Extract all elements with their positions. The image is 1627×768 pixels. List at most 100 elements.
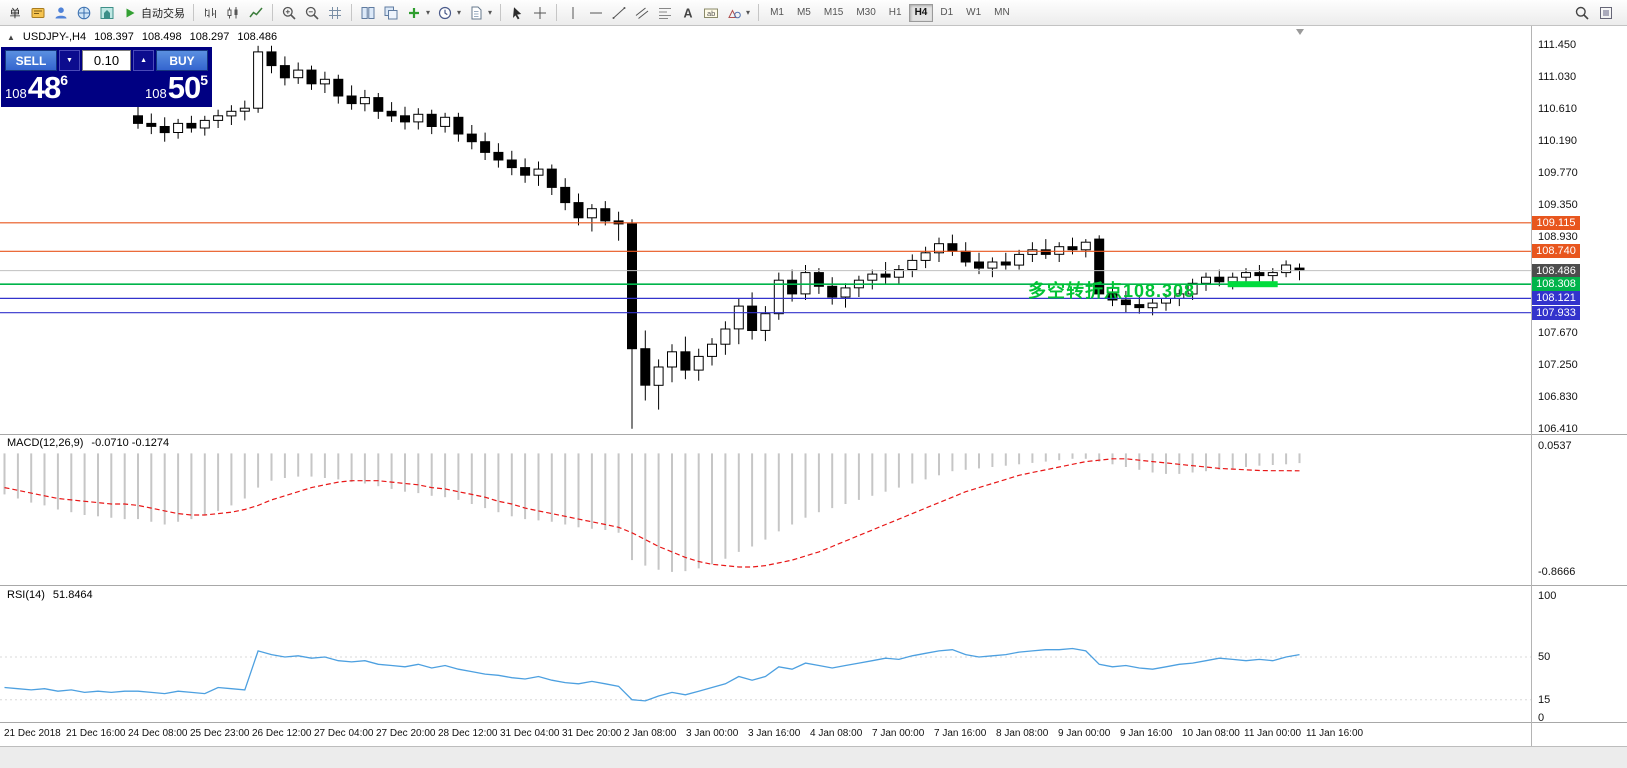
toolbar-separator <box>556 4 558 21</box>
timeframe-button-W1[interactable]: W1 <box>960 4 987 22</box>
autotrading-play-icon <box>122 5 138 21</box>
macd-pane[interactable] <box>3 453 1301 572</box>
text-label-icon: ab <box>704 8 719 18</box>
dropdown-caret-icon: ▾ <box>426 8 431 17</box>
buy-button[interactable]: BUY <box>156 50 208 71</box>
time-axis-label: 25 Dec 23:00 <box>190 728 250 739</box>
workspace-icon <box>1600 6 1612 19</box>
text-label-icon[interactable]: ab <box>700 2 722 23</box>
ask-pip-digit: 5 <box>200 72 208 88</box>
sell-button[interactable]: SELL <box>5 50 57 71</box>
text-icon[interactable]: A <box>677 2 699 23</box>
add-indicator-icon[interactable]: ▾ <box>403 2 433 23</box>
main-chart-pane[interactable] <box>0 29 1531 429</box>
line-chart-icon <box>249 7 263 17</box>
timeframe-button-M5[interactable]: M5 <box>791 4 817 22</box>
price-axis-tick: 109.350 <box>1538 199 1578 211</box>
cursor-icon[interactable] <box>506 2 528 23</box>
lot-size-input[interactable]: 0.10 <box>81 50 132 71</box>
candlestick-chart-icon[interactable] <box>222 2 244 23</box>
status-strip <box>0 746 1627 768</box>
dropdown-caret-icon: ▾ <box>457 8 462 17</box>
rsi-axis-label: 0 <box>1538 712 1545 724</box>
price-axis-tick: 106.830 <box>1538 391 1578 403</box>
cascade-windows-icon[interactable] <box>380 2 402 23</box>
horizontal-line-icon <box>590 12 603 13</box>
timeframe-button-H1[interactable]: H1 <box>883 4 908 22</box>
rsi-axis-label: 50 <box>1538 651 1551 663</box>
search-icon <box>1575 6 1589 20</box>
timeframe-button-H4[interactable]: H4 <box>908 3 934 22</box>
pane-divider[interactable] <box>0 434 1627 435</box>
dropdown-caret-icon: ▾ <box>746 8 751 17</box>
time-axis-label: 3 Jan 00:00 <box>686 728 739 739</box>
time-axis-label: 24 Dec 08:00 <box>128 728 188 739</box>
price-axis-marker: 108.486 <box>1532 264 1580 278</box>
navigator-icon <box>100 6 114 19</box>
horizontal-line-icon[interactable] <box>585 2 607 23</box>
new-order-button[interactable]: 单 <box>4 2 26 23</box>
fibonacci-icon[interactable] <box>654 2 676 23</box>
timeframe-button-M30[interactable]: M30 <box>850 4 881 22</box>
pivot-annotation[interactable]: 多空转折点108.308 <box>1028 281 1196 301</box>
line-chart-icon[interactable] <box>245 2 267 23</box>
timeframe-button-MN[interactable]: MN <box>988 4 1016 22</box>
rsi-value: 51.8464 <box>52 589 93 601</box>
zoom-out-icon[interactable] <box>301 2 323 23</box>
macd-values: -0.0710 -0.1274 <box>91 437 170 449</box>
timeframe-button-M1[interactable]: M1 <box>764 4 790 22</box>
template-icon[interactable]: ▾ <box>465 2 495 23</box>
new-order-icon[interactable] <box>27 2 49 23</box>
pane-divider[interactable] <box>0 585 1627 586</box>
crosshair-icon <box>534 6 547 19</box>
period-icon <box>438 6 452 19</box>
time-axis-label: 28 Dec 12:00 <box>438 728 498 739</box>
ask-prefix: 108 <box>145 86 167 101</box>
channel-icon[interactable] <box>631 2 653 23</box>
low-value: 108.297 <box>189 31 230 43</box>
autotrading-button[interactable]: 自动交易 <box>119 2 188 23</box>
workspace-icon[interactable] <box>1595 2 1617 23</box>
time-axis-label: 11 Jan 00:00 <box>1244 728 1302 739</box>
vertical-line-icon[interactable] <box>562 2 584 23</box>
zoom-in-icon[interactable] <box>278 2 300 23</box>
timeframe-group: M1 M5 M15 M30 H1 H4 D1 W1 MN <box>764 3 1016 22</box>
price-axis-marker: 109.115 <box>1532 216 1580 230</box>
collapse-triangle-icon[interactable]: ▲ <box>7 32 15 42</box>
toolbar-separator <box>758 4 760 21</box>
rsi-indicator-label: RSI(14) 51.8464 <box>7 589 93 601</box>
lot-dropdown-button[interactable]: ▼ <box>59 50 80 71</box>
trendline-icon[interactable] <box>608 2 630 23</box>
time-axis-label: 27 Dec 20:00 <box>376 728 436 739</box>
price-axis-marker: 108.740 <box>1532 244 1580 258</box>
search-icon[interactable] <box>1571 2 1593 23</box>
price-axis-tick: 109.770 <box>1538 167 1578 179</box>
navigator-icon[interactable] <box>96 2 118 23</box>
svg-text:A: A <box>684 6 693 20</box>
timeframe-button-D1[interactable]: D1 <box>934 4 959 22</box>
help-icon[interactable] <box>73 2 95 23</box>
time-axis-label: 11 Jan 16:00 <box>1306 728 1364 739</box>
period-icon[interactable]: ▾ <box>434 2 464 23</box>
price-axis-tick: 106.410 <box>1538 423 1578 435</box>
price-axis-tick: 108.930 <box>1538 231 1578 243</box>
shapes-icon <box>728 8 741 18</box>
channel-icon <box>635 7 649 19</box>
grid-icon[interactable] <box>324 2 346 23</box>
lot-spinner-button[interactable]: ▲ <box>133 50 154 71</box>
market-watch-icon[interactable] <box>50 2 72 23</box>
chart-ohlc-header: ▲ USDJPY-,H4 108.397 108.498 108.297 108… <box>7 31 277 43</box>
rsi-pane[interactable] <box>0 647 1531 702</box>
toolbar-separator <box>193 4 194 21</box>
highlight-segment <box>1227 281 1278 288</box>
timeframe-button-M15[interactable]: M15 <box>818 4 849 22</box>
bar-chart-icon[interactable] <box>199 2 221 23</box>
tile-windows-icon <box>361 6 375 19</box>
crosshair-icon[interactable] <box>529 2 551 23</box>
shapes-icon[interactable]: ▾ <box>723 2 753 23</box>
rsi-axis-label: 15 <box>1538 694 1551 706</box>
tile-windows-icon[interactable] <box>357 2 379 23</box>
bar-chart-icon <box>205 7 216 18</box>
